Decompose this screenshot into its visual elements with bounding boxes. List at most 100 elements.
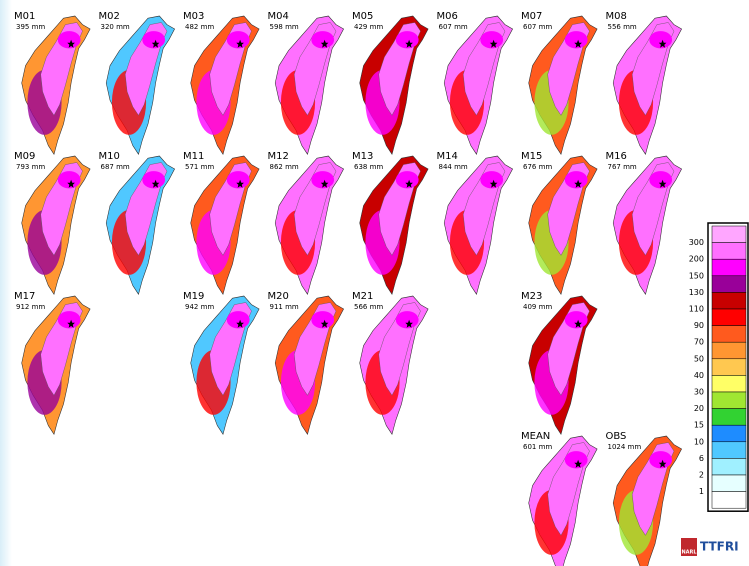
panel-label: M17: [14, 291, 35, 302]
colorbar-swatch: [712, 259, 746, 276]
panel-label: M02: [99, 11, 120, 22]
panel-label: M06: [437, 11, 458, 22]
panel-amount: 571 mm: [185, 163, 214, 171]
panel-amount: 598 mm: [270, 23, 299, 31]
panel-amount: 607 mm: [523, 23, 552, 31]
colorbar-tick: 300: [689, 238, 704, 247]
side-strip: [0, 0, 12, 566]
panel-amount: 601 mm: [523, 443, 552, 451]
taiwan-map: [360, 16, 428, 154]
colorbar-tick: 15: [694, 421, 704, 430]
panel-amount: 607 mm: [439, 23, 468, 31]
colorbar-tick: 1: [699, 487, 704, 496]
colorbar-tick: 20: [694, 404, 704, 413]
panel-label: M05: [352, 11, 373, 22]
panel-amount: 566 mm: [354, 303, 383, 311]
panel-amount: 409 mm: [523, 303, 552, 311]
colorbar-swatch: [712, 458, 746, 475]
panel-label: M14: [437, 151, 458, 162]
panel-amount: 676 mm: [523, 163, 552, 171]
panel-label: M19: [183, 291, 204, 302]
panel-amount: 793 mm: [16, 163, 45, 171]
taiwan-map: [22, 16, 90, 154]
colorbar-swatch: [712, 392, 746, 409]
taiwan-map: [529, 16, 597, 154]
panel-label: M09: [14, 151, 35, 162]
panel-amount: 942 mm: [185, 303, 214, 311]
colorbar-swatch: [712, 409, 746, 426]
colorbar-swatch: [712, 375, 746, 392]
colorbar-tick: 110: [689, 305, 704, 314]
colorbar-swatch: [712, 292, 746, 309]
panel-amount: 482 mm: [185, 23, 214, 31]
map-panel: M20911 mm: [268, 291, 344, 434]
colorbar-tick: 10: [694, 437, 704, 446]
panel-label: M10: [99, 151, 120, 162]
panel-amount: 395 mm: [16, 23, 45, 31]
panel-label: M11: [183, 151, 204, 162]
panel-label: M07: [521, 11, 542, 22]
colorbar-swatch: [712, 326, 746, 343]
taiwan-map: [275, 156, 343, 294]
map-panel: M23409 mm: [521, 291, 597, 434]
colorbar-swatch: [712, 226, 746, 243]
colorbar-swatch: [712, 243, 746, 260]
panel-label: M04: [268, 11, 289, 22]
taiwan-map: [613, 156, 681, 294]
panel-amount: 638 mm: [354, 163, 383, 171]
colorbar-swatch: [712, 492, 746, 509]
colorbar-tick: 70: [694, 338, 704, 347]
colorbar-swatch: [712, 342, 746, 359]
logo-badge-text: NARL: [681, 550, 697, 556]
panel-amount: 429 mm: [354, 23, 383, 31]
colorbar-swatch: [712, 425, 746, 442]
colorbar-tick: 30: [694, 388, 704, 397]
panel-label: M21: [352, 291, 373, 302]
colorbar-tick: 50: [694, 354, 704, 363]
colorbar-tick: 200: [689, 255, 704, 264]
logo-name: TTFRI: [700, 540, 739, 554]
colorbar-swatch: [712, 475, 746, 492]
map-panel: M09793 mm: [14, 151, 90, 294]
panel-amount: 844 mm: [439, 163, 468, 171]
taiwan-map: [360, 296, 428, 434]
panel-amount: 687 mm: [101, 163, 130, 171]
panel-amount: 912 mm: [16, 303, 45, 311]
taiwan-map: [191, 156, 259, 294]
logo: NARL TTFRI: [681, 538, 739, 556]
panel-label: M12: [268, 151, 289, 162]
panel-amount: 767 mm: [608, 163, 637, 171]
taiwan-map: [191, 16, 259, 154]
map-panel: M03482 mm: [183, 11, 259, 154]
taiwan-map: [613, 436, 681, 566]
colorbar-tick: 130: [689, 288, 704, 297]
taiwan-map: [444, 156, 512, 294]
taiwan-map: [22, 156, 90, 294]
forecast-map-page: M01395 mmM02320 mmM03482 mmM04598 mmM054…: [0, 0, 749, 566]
panel-amount: 320 mm: [101, 23, 130, 31]
colorbar-swatch: [712, 309, 746, 326]
colorbar-tick: 2: [699, 471, 704, 480]
panel-amount: 862 mm: [270, 163, 299, 171]
taiwan-map: [529, 436, 597, 566]
panel-label: M16: [606, 151, 627, 162]
panel-label: M13: [352, 151, 373, 162]
colorbar-swatch: [712, 442, 746, 459]
taiwan-map: [191, 296, 259, 434]
colorbar-tick: 90: [694, 321, 704, 330]
map-panel: MEAN601 mm: [521, 431, 597, 566]
map-panel: M07607 mm: [521, 11, 597, 154]
